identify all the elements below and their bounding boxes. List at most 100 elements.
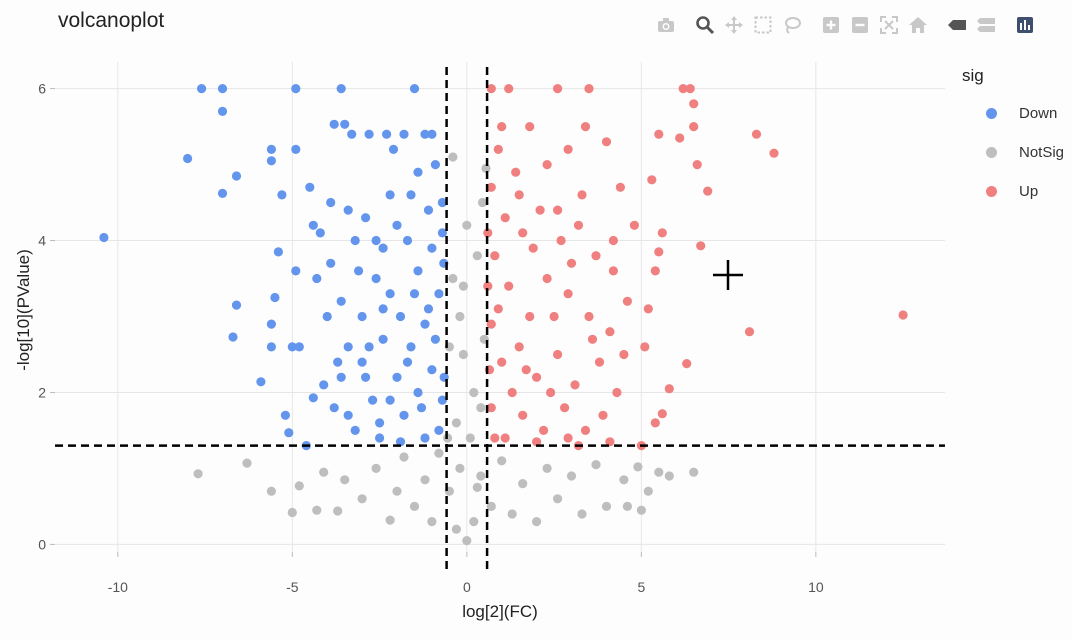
reset-axes-button[interactable] [906,13,930,37]
threshold-lines [55,67,945,570]
point-up [549,311,559,322]
point-down [228,332,238,342]
pan-icon [725,16,743,34]
x-tick-label: 5 [637,579,645,595]
point-down [329,403,339,413]
point-down [273,247,283,257]
pan-button[interactable] [722,13,746,37]
reset-axes-icon [909,17,927,33]
point-notsig [455,463,465,473]
point-down [326,197,336,208]
point-notsig [622,501,633,511]
legend-item-down[interactable]: Down [962,94,1064,133]
point-notsig [451,524,461,534]
point-down [343,410,353,420]
point-notsig [266,486,276,496]
hover-compare-button[interactable] [974,13,998,37]
point-notsig [385,515,395,525]
point-down [284,428,294,438]
camera-button[interactable] [654,13,678,37]
point-down [266,319,276,329]
point-up [542,160,552,170]
point-up [580,122,591,132]
point-down [371,235,381,246]
point-up [497,357,507,367]
point-notsig [340,475,350,485]
point-up [675,133,685,143]
legend-item-notsig[interactable]: NotSig [962,133,1064,172]
point-notsig [636,505,647,515]
point-down [326,258,336,268]
point-up [678,84,688,94]
point-up [657,409,667,419]
legend-marker-down [986,108,997,119]
point-down [308,220,318,230]
point-up [560,403,570,413]
y-tick-label: 4 [38,233,46,249]
point-down [266,342,276,352]
point-up [696,241,706,251]
point-up [486,403,496,413]
point-down [392,220,402,230]
point-down [336,84,346,94]
point-down [357,357,367,367]
point-up [577,190,587,200]
point-up [486,84,496,94]
lasso-select-button[interactable] [780,13,804,37]
point-up [518,410,528,420]
point-notsig [420,475,430,485]
point-down [364,129,374,139]
point-up [650,266,660,276]
point-notsig [434,448,444,458]
zoom-button[interactable] [693,13,717,37]
point-up [566,258,577,268]
hover-closest-button[interactable] [945,13,969,37]
point-down [385,289,395,299]
box-select-button[interactable] [751,13,775,37]
point-notsig [409,501,420,511]
point-up [647,175,657,185]
zoom-out-icon [852,17,868,33]
point-up [598,410,608,420]
point-notsig [601,501,612,511]
point-up [546,387,556,398]
point-up [493,304,503,314]
point-down [308,393,318,403]
legend-marker-notsig [986,147,997,158]
point-up [657,228,667,238]
plotly-logo-button[interactable] [1013,13,1037,37]
zoom-in-button[interactable] [819,13,843,37]
point-up [518,228,528,238]
point-down [197,84,207,94]
modebar [654,12,1042,38]
point-down [231,300,242,310]
point-up [573,220,584,230]
point-notsig [333,506,343,516]
zoom-in-icon [823,17,839,33]
data-points [99,84,908,546]
point-up [532,437,542,447]
point-up [682,359,692,369]
point-notsig [448,152,458,162]
crosshair-cursor-icon [713,260,743,290]
y-axis-ticks: 0 2 4 6 [38,81,55,552]
point-down [343,342,353,352]
point-up [504,281,514,291]
point-up [594,357,605,367]
point-down [427,365,437,375]
legend-item-up[interactable]: Up [962,172,1064,211]
point-notsig [458,281,468,291]
point-notsig [532,517,542,527]
point-up [584,311,594,322]
x-tick-label: -10 [108,579,128,595]
point-down [312,273,322,284]
autoscale-button[interactable] [877,13,901,37]
point-down [375,433,385,443]
zoom-out-button[interactable] [848,13,872,37]
point-down [350,425,360,435]
point-down [336,296,346,306]
point-down [392,372,402,382]
point-up [605,437,615,447]
point-up [553,349,563,360]
